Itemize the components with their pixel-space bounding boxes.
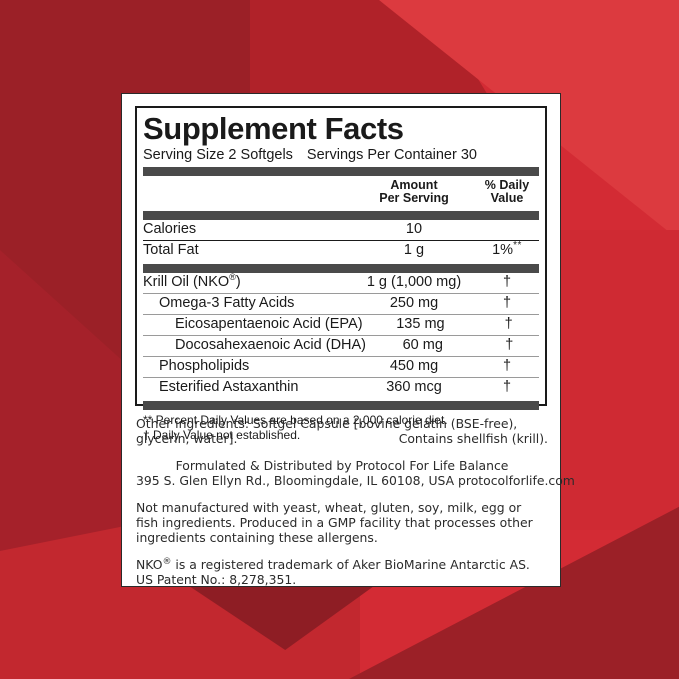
column-header-amount-line2: Per Serving	[379, 191, 449, 205]
row-divider	[143, 335, 539, 336]
allergen-line1: Not manufactured with yeast, wheat, glut…	[136, 499, 522, 515]
table-row: Docosahexaenoic Acid (DHA) 60 mg †	[143, 336, 539, 356]
nutrient-amount: 135 mg	[396, 316, 445, 332]
patent-line: US Patent No.: 8,278,351.	[136, 572, 297, 588]
table-row: Total Fat 1 g 1%**	[143, 241, 539, 261]
trademark-block: NKO® is a registered trademark of Aker B…	[136, 557, 548, 588]
other-ingredients-line2: glycerin, water].	[136, 431, 238, 447]
servings-per-container: Servings Per Container 30	[306, 147, 477, 163]
row-divider	[143, 377, 539, 378]
nutrient-amount: 450 mg	[389, 358, 439, 374]
nutrient-name: Krill Oil (NKO®)	[143, 272, 241, 290]
nutrient-amount: 360 mcg	[386, 379, 442, 395]
column-header-amount: Amount Per Serving	[353, 179, 475, 205]
nutrient-daily-value: 1%**	[492, 240, 522, 258]
label-panel: Supplement Facts Serving Size 2 Softgels…	[122, 94, 575, 588]
nutrient-name: Esterified Astaxanthin	[159, 379, 299, 395]
nutrient-daily-value: †	[505, 337, 514, 353]
divider-bar-headers	[143, 211, 539, 220]
column-header-daily-value: % Daily Value	[475, 179, 539, 205]
table-row: Esterified Astaxanthin 360 mcg †	[143, 378, 539, 398]
nutrient-name: Eicosapentaenoic Acid (EPA)	[175, 316, 363, 332]
supplement-facts-box: Supplement Facts Serving Size 2 Softgels…	[135, 106, 547, 442]
distributor-address: 395 S. Glen Ellyn Rd., Bloomingdale, IL …	[136, 473, 575, 489]
nutrient-amount: 1 g	[403, 242, 425, 258]
divider-bar-footnotes	[143, 401, 539, 410]
nutrient-daily-value: †	[502, 358, 512, 374]
row-divider	[143, 356, 539, 357]
footnotes: ** Percent Daily Values are based on a 2…	[143, 410, 539, 442]
nutrient-amount: 10	[405, 221, 423, 237]
row-divider	[143, 240, 539, 241]
serving-info: Serving Size 2 Softgels Servings Per Cont…	[143, 147, 539, 164]
other-ingredients-line1: Other ingredients: Softgel Capsule [bovi…	[136, 416, 518, 431]
allergen-line3: ingredients containing these allergens.	[136, 530, 378, 546]
nutrient-daily-value: †	[502, 379, 512, 395]
nutrient-name: Calories	[143, 221, 197, 237]
column-header-dv-line2: Value	[490, 191, 524, 205]
table-column-headers: Amount Per Serving % Daily Value	[143, 176, 539, 208]
nutrient-daily-value: †	[504, 316, 513, 332]
other-ingredients-line2-row: glycerin, water]. Contains shellfish (kr…	[136, 431, 548, 446]
nutrient-name: Total Fat	[143, 242, 199, 258]
nutrient-amount: 1 g (1,000 mg)	[366, 274, 462, 290]
other-ingredients-block: Other ingredients: Softgel Capsule [bovi…	[136, 416, 548, 447]
table-row: Phospholipids 450 mg †	[143, 357, 539, 377]
row-divider	[143, 293, 539, 294]
trademark-line1: NKO® is a registered trademark of Aker B…	[136, 556, 530, 572]
row-divider	[143, 314, 539, 315]
distributor-line1: Formulated & Distributed by Protocol For…	[175, 457, 509, 473]
table-row: Omega-3 Fatty Acids 250 mg †	[143, 294, 539, 314]
distributor-block: Formulated & Distributed by Protocol For…	[136, 457, 575, 489]
table-row: Krill Oil (NKO®) 1 g (1,000 mg) †	[143, 273, 539, 293]
page-title: Supplement Facts	[143, 111, 404, 146]
divider-bar-ingredients	[143, 264, 539, 273]
column-header-amount-line1: Amount	[390, 178, 438, 192]
column-header-dv-line1: % Daily	[484, 178, 530, 192]
nutrient-name: Phospholipids	[159, 358, 250, 374]
contains-allergen-statement: Contains shellfish (krill).	[398, 431, 548, 447]
divider-bar-top	[143, 167, 539, 176]
allergen-block: Not manufactured with yeast, wheat, glut…	[136, 500, 548, 546]
nutrient-daily-value: †	[502, 295, 512, 311]
additional-information: Other ingredients: Softgel Capsule [bovi…	[136, 416, 575, 588]
nutrient-name: Omega-3 Fatty Acids	[159, 295, 295, 311]
table-row: Eicosapentaenoic Acid (EPA) 135 mg †	[143, 315, 539, 335]
nutrient-daily-value: †	[502, 274, 512, 290]
nutrient-amount: 60 mg	[402, 337, 443, 353]
footnote-daily-value-not-established: † Daily Value not established.	[143, 427, 301, 442]
allergen-line2: fish ingredients. Produced in a GMP faci…	[136, 515, 533, 531]
serving-size: Serving Size 2 Softgels	[143, 147, 293, 163]
background-facet-right-edge	[559, 230, 679, 530]
table-row: Calories 10	[143, 220, 539, 240]
footnote-percent-daily-value: ** Percent Daily Values are based on a 2…	[143, 413, 448, 427]
nutrient-name: Docosahexaenoic Acid (DHA)	[175, 337, 367, 353]
nutrient-amount: 250 mg	[389, 295, 439, 311]
